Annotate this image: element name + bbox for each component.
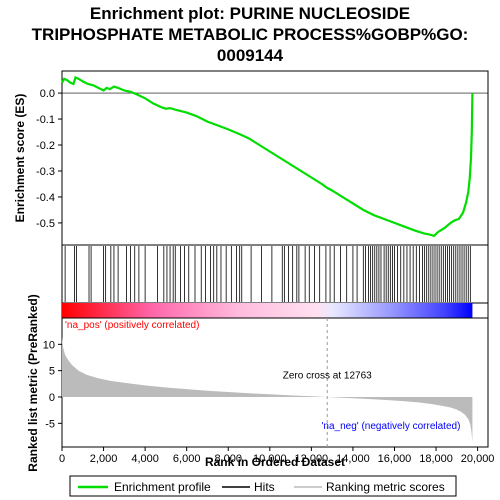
legend-metric-label: Ranking metric scores <box>326 480 445 494</box>
x-tick-label: 6,000 <box>173 453 201 465</box>
x-tick-label: 8,000 <box>214 453 242 465</box>
es-ytick-label: -0.1 <box>36 114 55 126</box>
es-ytick-label: -0.3 <box>36 166 55 178</box>
legend: Enrichment profile Hits Ranking metric s… <box>69 475 457 497</box>
x-tick-label: 16,000 <box>378 453 412 465</box>
x-tick-label: 14,000 <box>336 453 370 465</box>
neg-correlated-label: 'na_neg' (negatively correlated) <box>322 421 461 432</box>
legend-frame <box>69 475 457 497</box>
hits-panel-frame <box>61 244 489 304</box>
x-tick-label: 12,000 <box>295 453 329 465</box>
es-ytick-label: -0.5 <box>36 218 55 230</box>
metric-ytick-label: -5 <box>45 418 55 430</box>
es-panel: 0.0 -0.1 -0.2 -0.3 -0.4 -0.5 Enrichment score… <box>13 70 489 246</box>
legend-enrichment-label: Enrichment profile <box>114 480 211 494</box>
x-tick-label: 20,000 <box>461 453 495 465</box>
x-tick-label: 2,000 <box>90 453 118 465</box>
x-tick-label: 0 <box>59 453 65 465</box>
chart-title-line-1: Enrichment plot: PURINE NUCLEOSIDE <box>90 4 410 23</box>
x-tick-label: 18,000 <box>419 453 453 465</box>
legend-hits-label: Hits <box>254 480 275 494</box>
x-axis-label: Rank in Ordered Dataset <box>205 455 345 469</box>
metric-panel-frame <box>61 317 489 448</box>
hit-lines <box>64 246 471 302</box>
pos-correlated-label: 'na_pos' (positively correlated) <box>65 320 199 331</box>
es-line <box>61 76 474 238</box>
metric-ylabel: Ranked list metric (PreRanked) <box>26 294 40 471</box>
es-ytick-label: -0.4 <box>36 192 55 204</box>
rank-gradient-bar <box>62 303 473 318</box>
es-ytick-label: 0.0 <box>40 88 55 100</box>
hits-panel <box>61 244 489 304</box>
rank-gradient-panel <box>61 302 489 319</box>
metric-y-axis: 10 5 0 -5 <box>43 339 62 430</box>
es-panel-frame <box>61 70 489 246</box>
metric-ytick-label: 0 <box>49 392 55 404</box>
es-y-axis: 0.0 -0.1 -0.2 -0.3 -0.4 -0.5 <box>36 88 62 230</box>
metric-ytick-label: 10 <box>43 339 55 351</box>
x-tick-label: 10,000 <box>253 453 287 465</box>
es-ytick-label: -0.2 <box>36 140 55 152</box>
es-ylabel: Enrichment score (ES) <box>13 94 27 223</box>
x-axis: 0 2,000 4,000 6,000 8,000 10,000 12,000 14,000 1… <box>59 447 495 465</box>
chart-title-line-2: TRIPHOSPHATE METABOLIC PROCESS%GOBP%GO: <box>32 25 469 44</box>
chart-title-line-3: 0009144 <box>217 46 284 65</box>
metric-area <box>62 336 473 442</box>
x-tick-label: 4,000 <box>131 453 159 465</box>
zero-cross-label: Zero cross at 12763 <box>283 371 372 382</box>
metric-panel: Zero cross at 12763 'na_pos' (positively… <box>26 294 489 472</box>
metric-ytick-label: 5 <box>49 366 55 378</box>
